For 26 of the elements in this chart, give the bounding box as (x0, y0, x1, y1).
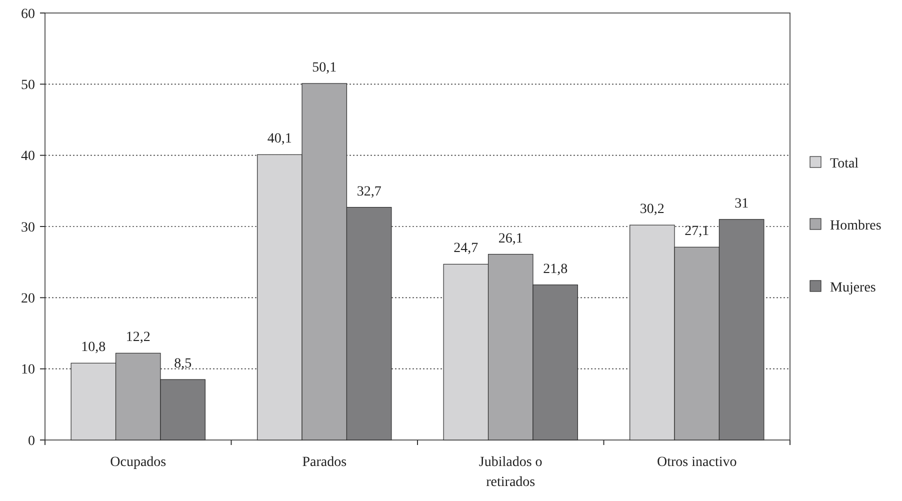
data-label: 24,7 (454, 241, 478, 256)
data-label: 40,1 (267, 132, 292, 147)
legend-label: Total (830, 156, 859, 172)
y-tick-label: 10 (21, 362, 35, 378)
data-label: 27,1 (684, 224, 710, 240)
y-tick-label: 30 (21, 220, 35, 236)
y-tick-label: 40 (21, 149, 35, 164)
y-tick-label: 20 (21, 292, 35, 307)
data-label: 50,1 (312, 60, 337, 76)
legend-label: Hombres (830, 218, 882, 234)
data-label: 30,2 (640, 202, 664, 218)
legend-label: Mujeres (830, 280, 876, 296)
x-tick-label: Otros inactivo (657, 455, 737, 470)
x-tick-label: Parados (302, 455, 347, 470)
y-tick-label: 50 (21, 78, 35, 94)
data-label: 31 (734, 196, 749, 212)
data-label: 8,5 (174, 356, 192, 372)
x-tick-label: Jubilados o retirados (478, 455, 542, 490)
data-label: 32,7 (356, 184, 382, 200)
data-label: 12,2 (126, 330, 150, 346)
data-label: 26,1 (498, 231, 523, 246)
y-tick-label: 60 (21, 6, 35, 22)
data-label: 21,8 (543, 262, 568, 277)
x-tick-label: Ocupados (110, 455, 166, 470)
y-tick-label: 0 (28, 434, 35, 449)
data-label: 10,8 (81, 340, 106, 356)
